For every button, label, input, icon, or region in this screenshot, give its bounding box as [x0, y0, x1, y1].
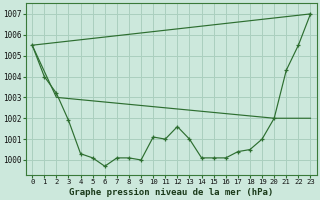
- X-axis label: Graphe pression niveau de la mer (hPa): Graphe pression niveau de la mer (hPa): [69, 188, 274, 197]
